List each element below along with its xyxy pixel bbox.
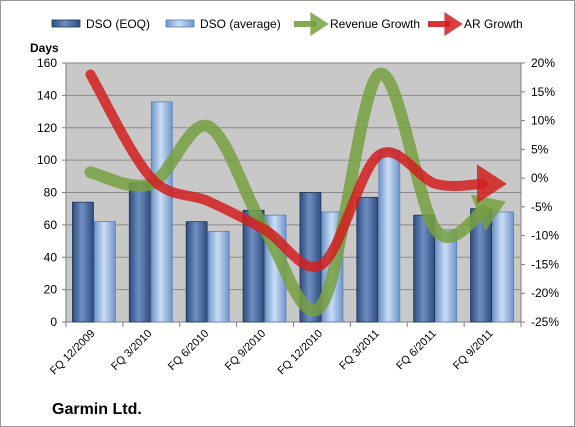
series-arrowhead (470, 194, 506, 231)
x-tick-label: FQ 12/2009 (48, 328, 98, 378)
y-tick-label: 160 (37, 56, 57, 70)
x-tick-label: FQ 12/2010 (275, 328, 325, 378)
y2-tick-label: -10% (531, 229, 559, 243)
legend-label: DSO (average) (200, 17, 281, 31)
legend-swatch-arrowhead (444, 12, 463, 36)
series-line (85, 69, 488, 272)
legend-label: DSO (EOQ) (86, 17, 150, 31)
y-tick-label: 0 (50, 315, 57, 329)
legend-label: AR Growth (464, 17, 523, 31)
y2-tick-label: -25% (531, 315, 559, 329)
bar (72, 201, 94, 323)
y-tick-label: 80 (44, 186, 58, 200)
bar (185, 221, 208, 323)
legend-swatch-arrowhead (310, 12, 329, 36)
y-tick-label: 20 (44, 283, 58, 297)
bar (150, 101, 173, 323)
bar (94, 221, 116, 323)
company-name: Garmin Ltd. (52, 401, 142, 418)
y2-tick-label: 5% (531, 142, 549, 156)
bar (356, 196, 379, 323)
x-tick-label: FQ 6/2010 (166, 328, 211, 373)
y2-tick-label: 20% (531, 56, 555, 70)
x-tick-label: FQ 3/2011 (337, 328, 382, 373)
x-tick-label: FQ 9/2011 (451, 328, 496, 373)
y-tick-label: 100 (37, 153, 57, 167)
bar (207, 230, 230, 323)
y2-tick-label: 15% (531, 85, 555, 99)
x-tick-label: FQ 3/2010 (109, 328, 154, 373)
y-tick-label: 120 (37, 121, 57, 135)
legend-swatch (165, 19, 195, 28)
chart-legend: DSO (EOQ) DSO (average) Revenue Growth AR G… (51, 12, 523, 36)
series-arrowhead (476, 164, 507, 204)
legend-label: Revenue Growth (330, 17, 420, 31)
y-tick-label: 140 (37, 88, 57, 102)
legend-swatch (51, 19, 81, 28)
line-series (84, 68, 507, 317)
bar (378, 150, 401, 323)
x-tick-label: FQ 6/2011 (394, 328, 439, 373)
y2-tick-label: 10% (531, 114, 555, 128)
series-line (84, 68, 490, 317)
bar (492, 211, 514, 323)
y-tick-label: 60 (44, 218, 58, 232)
y2-tick-label: -20% (531, 286, 559, 300)
bar-series (72, 101, 514, 323)
y2-tick-label: -15% (531, 257, 559, 271)
y-axis-title: Days (30, 41, 59, 55)
y-tick-label: 40 (44, 250, 58, 264)
y2-tick-label: 0% (531, 171, 549, 185)
y2-tick-label: -5% (531, 200, 553, 214)
bar (435, 229, 458, 323)
bar (128, 182, 151, 323)
x-tick-label: FQ 9/2010 (223, 328, 268, 373)
